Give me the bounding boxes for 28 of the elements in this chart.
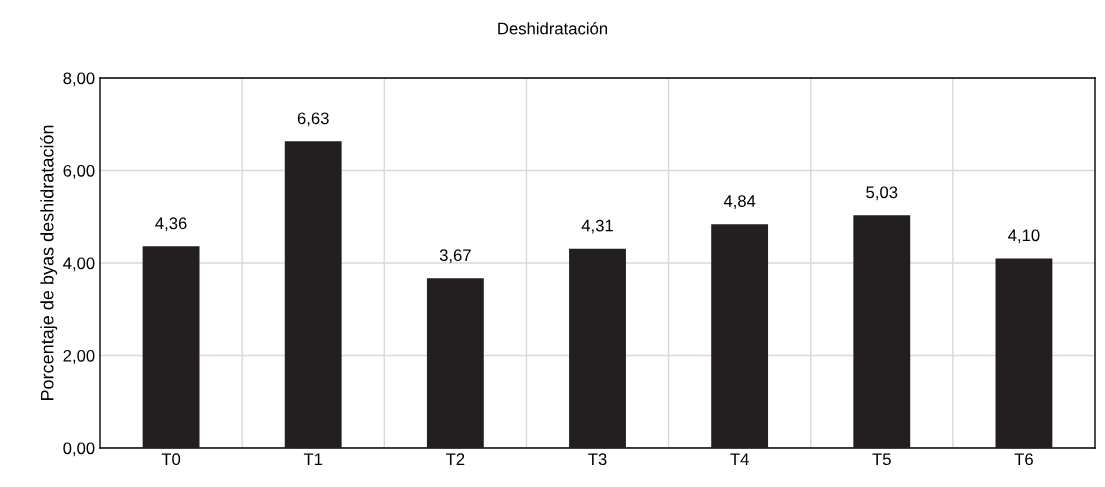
data-label: 5,03 (866, 186, 898, 201)
bar (711, 224, 769, 448)
x-tick-label: T4 (730, 453, 749, 465)
y-tick-label: 8,00 (63, 72, 95, 87)
bar (284, 141, 342, 448)
chart-title: Deshidratación (498, 22, 608, 35)
y-tick-label: 2,00 (63, 349, 95, 364)
x-tick-label: T0 (161, 453, 181, 466)
bar (142, 246, 200, 448)
y-tick-label: 6,00 (63, 164, 95, 179)
x-tick-label: T5 (872, 453, 891, 466)
y-tick-label: 4,00 (63, 257, 95, 272)
x-tick-label: T6 (1014, 453, 1033, 466)
data-label: 4,36 (155, 217, 187, 232)
x-tick-label: T1 (303, 453, 323, 465)
data-label: 3,67 (439, 249, 471, 264)
data-label: 4,10 (1008, 229, 1040, 244)
y-tick-label: 0,00 (63, 442, 95, 457)
bar (426, 278, 484, 448)
y-axis-title: Porcentaje de byas deshidratación (40, 125, 58, 401)
data-label: 4,84 (723, 195, 756, 209)
data-label: 4,31 (581, 219, 613, 234)
data-label: 6,63 (297, 112, 329, 127)
x-tick-label: T2 (446, 453, 465, 465)
bar (853, 215, 911, 448)
bar (569, 248, 626, 448)
bar (995, 258, 1053, 448)
x-tick-label: T3 (588, 453, 607, 466)
